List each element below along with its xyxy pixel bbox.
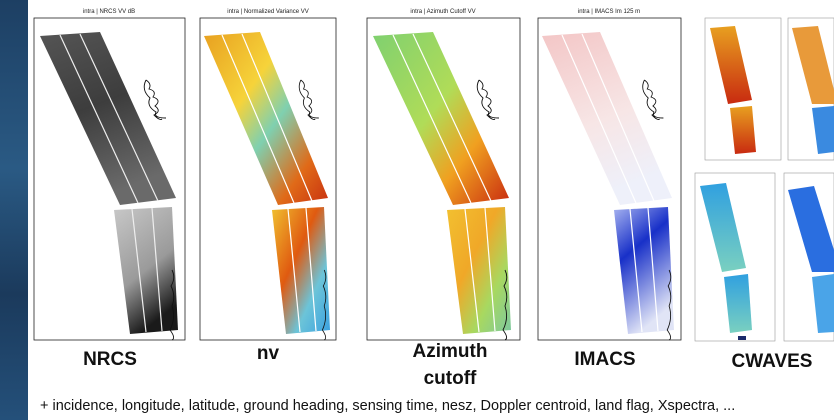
panel-label: nv: [256, 343, 280, 364]
cwaves-panels: [694, 17, 834, 342]
panel-title: intra | NRCS VV dB: [83, 9, 135, 15]
footer-text: + incidence, longitude, latitude, ground…: [40, 398, 736, 414]
panel-label: NRCS: [83, 349, 137, 370]
panel-label: Azimuth cutoff: [412, 341, 488, 389]
panel-title: intra | Normalized Variance VV: [227, 9, 308, 15]
cwaves-label: CWAVES: [731, 351, 813, 372]
azimuth-panel: intra | Azimuth Cutoff VV: [366, 9, 521, 341]
nrcs-panel: intra | NRCS VV dB: [33, 9, 186, 341]
ocean-background: [0, 0, 28, 420]
figure: intra | NRCS VV dB intra | Normalized Va…: [33, 9, 834, 342]
panel-label: IMACS: [574, 349, 636, 370]
nv-panel: intra | Normalized Variance VV: [199, 9, 337, 341]
panel-title: intra | Azimuth Cutoff VV: [410, 9, 475, 15]
imacs-panel: intra | IMACS Im 125 m: [537, 9, 682, 341]
panel-title: intra | IMACS Im 125 m: [578, 9, 640, 15]
